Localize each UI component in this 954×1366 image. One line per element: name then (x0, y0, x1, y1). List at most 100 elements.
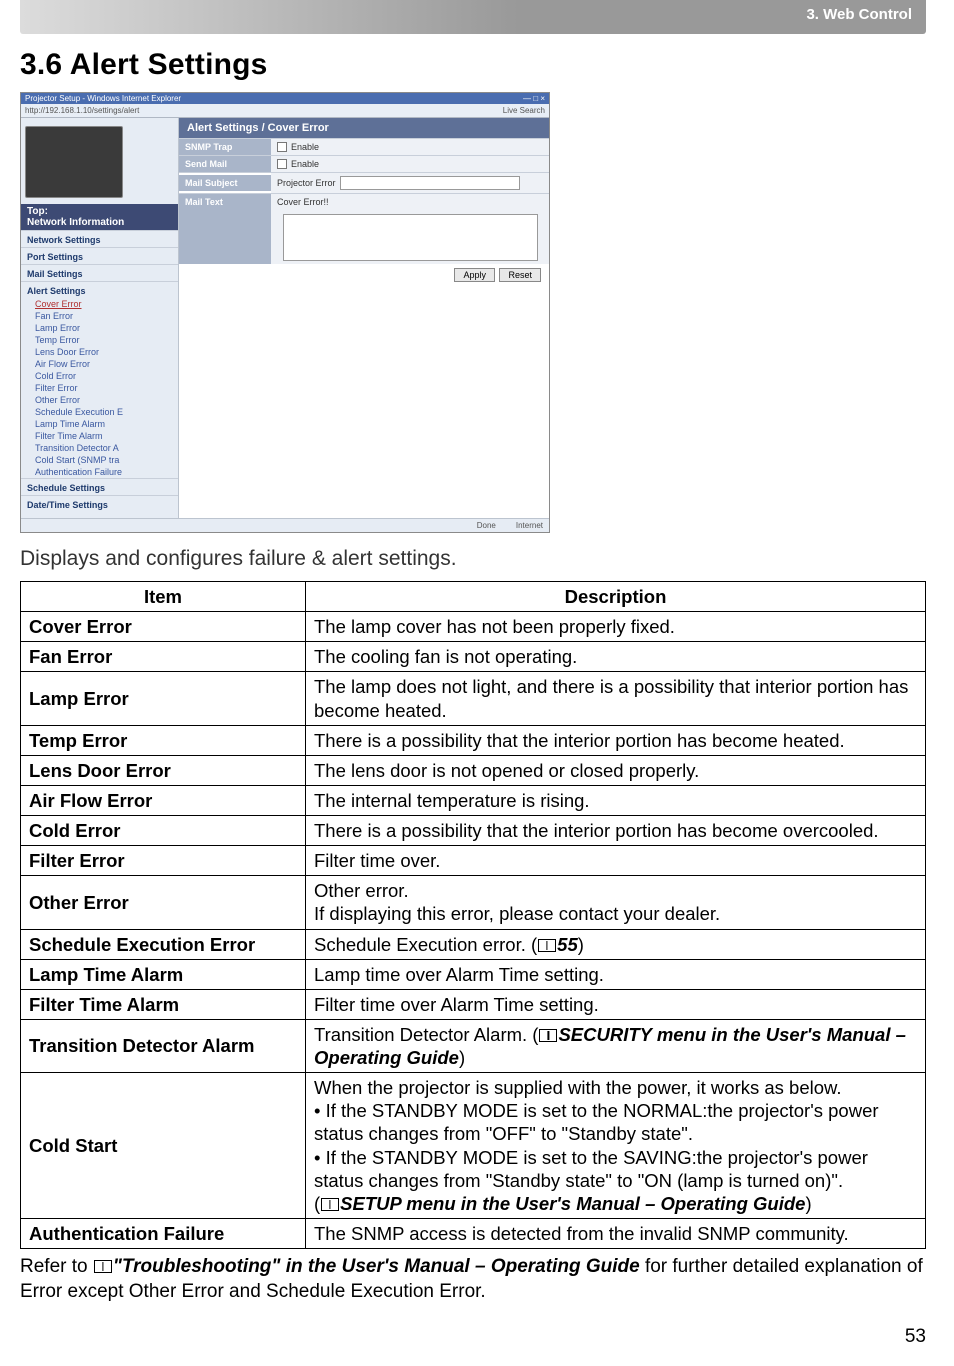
sidebar-subitem: Cold Start (SNMP tra (21, 454, 178, 466)
desc-text: ) (578, 934, 584, 955)
address-bar: http://192.168.1.10/settings/alert (25, 106, 139, 115)
table-row: Authentication Failure The SNMP access i… (21, 1218, 926, 1248)
sidebar-subitem: Cover Error (21, 298, 178, 310)
sidebar: Top: Network Information Network Setting… (21, 118, 179, 518)
enable-label: Enable (291, 159, 319, 169)
checkbox-icon (277, 159, 287, 169)
footer-note: Refer to "Troubleshooting" in the User's… (20, 1255, 926, 1304)
manual-ref-icon (94, 1260, 112, 1273)
desc-line: • If the STANDBY MODE is set to the SAVI… (314, 1147, 868, 1191)
browser-toolbar: http://192.168.1.10/settings/alert Live … (21, 104, 549, 118)
desc-cell: There is a possibility that the interior… (306, 816, 926, 846)
sidebar-subitem: Authentication Failure (21, 466, 178, 478)
manual-ref-icon (538, 939, 556, 952)
sidebar-item: Mail Settings (21, 264, 178, 281)
ref-number: 55 (557, 934, 578, 955)
item-cell: Air Flow Error (21, 785, 306, 815)
desc-text: ( (314, 1193, 320, 1214)
desc-cell: The lens door is not opened or closed pr… (306, 755, 926, 785)
item-cell: Authentication Failure (21, 1218, 306, 1248)
desc-cell: Filter time over Alarm Time setting. (306, 989, 926, 1019)
table-row: Temp Error There is a possibility that t… (21, 725, 926, 755)
desc-line: If displaying this error, please contact… (314, 903, 720, 924)
checkbox-icon (277, 142, 287, 152)
desc-cell: Transition Detector Alarm. (SECURITY men… (306, 1019, 926, 1072)
table-row: Lens Door Error The lens door is not ope… (21, 755, 926, 785)
th-desc: Description (306, 582, 926, 612)
th-item: Item (21, 582, 306, 612)
sidebar-subitem: Temp Error (21, 334, 178, 346)
desc-text: ) (805, 1193, 811, 1214)
sidebar-subitem: Schedule Execution E (21, 406, 178, 418)
sidebar-item: Port Settings (21, 247, 178, 264)
desc-cell: The lamp cover has not been properly fix… (306, 612, 926, 642)
sidebar-netinfo: Network Information (27, 217, 124, 228)
desc-cell: The SNMP access is detected from the inv… (306, 1218, 926, 1248)
table-row: Lamp Error The lamp does not light, and … (21, 672, 926, 725)
status-right: Internet (516, 521, 543, 530)
sidebar-subitem: Other Error (21, 394, 178, 406)
field-value: Cover Error!! (277, 197, 329, 207)
desc-line: When the projector is supplied with the … (314, 1077, 842, 1098)
manual-ref-icon (321, 1198, 339, 1211)
sidebar-subitem: Cold Error (21, 370, 178, 382)
item-cell: Lamp Time Alarm (21, 959, 306, 989)
footer-pre: Refer to (20, 1256, 93, 1277)
table-row: Fan Error The cooling fan is not operati… (21, 642, 926, 672)
manual-ref-icon (539, 1029, 557, 1042)
sidebar-subitem: Fan Error (21, 310, 178, 322)
desc-cell: When the projector is supplied with the … (306, 1073, 926, 1219)
desc-cell: There is a possibility that the interior… (306, 725, 926, 755)
desc-cell: The lamp does not light, and there is a … (306, 672, 926, 725)
item-cell: Filter Time Alarm (21, 989, 306, 1019)
field-label: Mail Subject (179, 175, 271, 191)
item-cell: Lamp Error (21, 672, 306, 725)
field-label: SNMP Trap (179, 139, 271, 155)
window-titlebar: Projector Setup - Windows Internet Explo… (21, 93, 549, 104)
sidebar-item: Date/Time Settings (21, 495, 178, 512)
item-cell: Cover Error (21, 612, 306, 642)
window-controls: — □ × (523, 94, 545, 103)
field-value: Projector Error (277, 178, 336, 188)
sidebar-subitem: Lamp Error (21, 322, 178, 334)
item-cell: Lens Door Error (21, 755, 306, 785)
table-row: Air Flow Error The internal temperature … (21, 785, 926, 815)
item-cell: Other Error (21, 876, 306, 929)
table-row: Filter Error Filter time over. (21, 846, 926, 876)
desc-cell: The internal temperature is rising. (306, 785, 926, 815)
page-number: 53 (20, 1326, 926, 1348)
table-row: Cold Start When the projector is supplie… (21, 1073, 926, 1219)
table-row: Transition Detector Alarm Transition Det… (21, 1019, 926, 1072)
item-cell: Fan Error (21, 642, 306, 672)
table-row: Cold Error There is a possibility that t… (21, 816, 926, 846)
item-cell: Transition Detector Alarm (21, 1019, 306, 1072)
sidebar-subitem: Air Flow Error (21, 358, 178, 370)
panel-heading: Alert Settings / Cover Error (179, 118, 549, 138)
settings-panel: Alert Settings / Cover Error SNMP Trap E… (179, 118, 549, 518)
desc-line: • If the STANDBY MODE is set to the NORM… (314, 1100, 879, 1144)
sidebar-subitem: Filter Time Alarm (21, 430, 178, 442)
item-cell: Schedule Execution Error (21, 929, 306, 959)
search-box: Live Search (503, 106, 545, 115)
sidebar-item: Network Settings (21, 230, 178, 247)
sidebar-item: Schedule Settings (21, 478, 178, 495)
sidebar-top-label: Top: (27, 206, 48, 217)
item-cell: Cold Error (21, 816, 306, 846)
sidebar-subitem: Lamp Time Alarm (21, 418, 178, 430)
projector-thumb (25, 126, 123, 198)
desc-text: Schedule Execution error. ( (314, 934, 537, 955)
chapter-tab: 3. Web Control (20, 0, 926, 34)
ref-emph: SETUP menu in the User's Manual – Operat… (340, 1193, 805, 1214)
section-title: 3.6 Alert Settings (20, 48, 926, 82)
table-row: Filter Time Alarm Filter time over Alarm… (21, 989, 926, 1019)
enable-label: Enable (291, 142, 319, 152)
status-left: Done (477, 521, 496, 530)
desc-text: Transition Detector Alarm. ( (314, 1024, 538, 1045)
item-cell: Cold Start (21, 1073, 306, 1219)
chapter-tab-label: 3. Web Control (806, 6, 912, 23)
sidebar-subitem: Lens Door Error (21, 346, 178, 358)
item-cell: Temp Error (21, 725, 306, 755)
desc-cell: Lamp time over Alarm Time setting. (306, 959, 926, 989)
table-row: Other Error Other error. If displaying t… (21, 876, 926, 929)
desc-cell: Schedule Execution error. ( 55) (306, 929, 926, 959)
